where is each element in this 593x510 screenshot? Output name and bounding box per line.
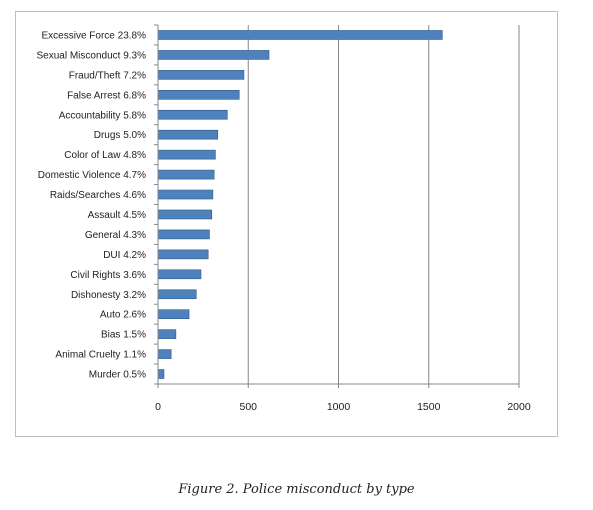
bar — [157, 109, 228, 120]
bar — [157, 209, 213, 220]
bar — [157, 289, 197, 300]
bar — [157, 129, 219, 140]
bar — [157, 249, 209, 260]
category-label: Assault 4.5% — [88, 210, 146, 221]
category-label: Bias 1.5% — [101, 330, 146, 341]
category-label: Auto 2.6% — [100, 310, 146, 321]
category-label: Raids/Searches 4.6% — [50, 190, 146, 201]
x-tick-label: 2000 — [507, 401, 531, 413]
bar-chart: Excessive Force 23.8% Sexual Misconduct 9… — [36, 24, 531, 413]
bar — [157, 149, 216, 160]
bar — [157, 70, 245, 80]
bar — [157, 189, 214, 200]
category-labels: Excessive Force 23.8% Sexual Misconduct 9… — [36, 30, 146, 380]
bar — [157, 329, 177, 339]
category-label: Fraud/Theft 7.2% — [69, 70, 146, 81]
bar — [157, 30, 443, 40]
category-label: False Arrest 6.8% — [67, 90, 146, 101]
bar — [157, 369, 165, 379]
category-label: Color of Law 4.8% — [64, 150, 146, 161]
bars — [157, 30, 443, 379]
axes — [154, 24, 520, 388]
category-label: Excessive Force 23.8% — [42, 30, 147, 41]
category-label: Animal Cruelty 1.1% — [55, 350, 146, 361]
bar — [157, 90, 240, 100]
category-label: Sexual Misconduct 9.3% — [36, 50, 146, 61]
bar — [157, 349, 172, 359]
x-tick-label: 1500 — [417, 401, 441, 413]
bar — [157, 169, 215, 180]
category-label: Domestic Violence 4.7% — [38, 170, 146, 181]
x-tick-label: 0 — [155, 401, 161, 413]
bar — [157, 309, 190, 319]
category-label: General 4.3% — [85, 230, 146, 241]
figure-caption: Figure 2. Police misconduct by type — [178, 482, 415, 497]
category-label: Drugs 5.0% — [94, 130, 146, 141]
category-label: Murder 0.5% — [89, 370, 146, 381]
x-tick-labels: 0 500 1000 1500 2000 — [155, 401, 531, 413]
bar — [157, 269, 202, 280]
chart-frame: Excessive Force 23.8% Sexual Misconduct 9… — [15, 11, 558, 437]
category-label: Accountability 5.8% — [59, 110, 146, 121]
bar — [157, 50, 270, 60]
x-tick-label: 500 — [239, 401, 257, 413]
category-label: Civil Rights 3.6% — [70, 270, 146, 281]
x-tick-label: 1000 — [327, 401, 351, 413]
gridlines — [247, 25, 520, 384]
bar — [157, 229, 210, 240]
category-label: DUI 4.2% — [103, 250, 146, 261]
category-label: Dishonesty 3.2% — [71, 290, 146, 301]
